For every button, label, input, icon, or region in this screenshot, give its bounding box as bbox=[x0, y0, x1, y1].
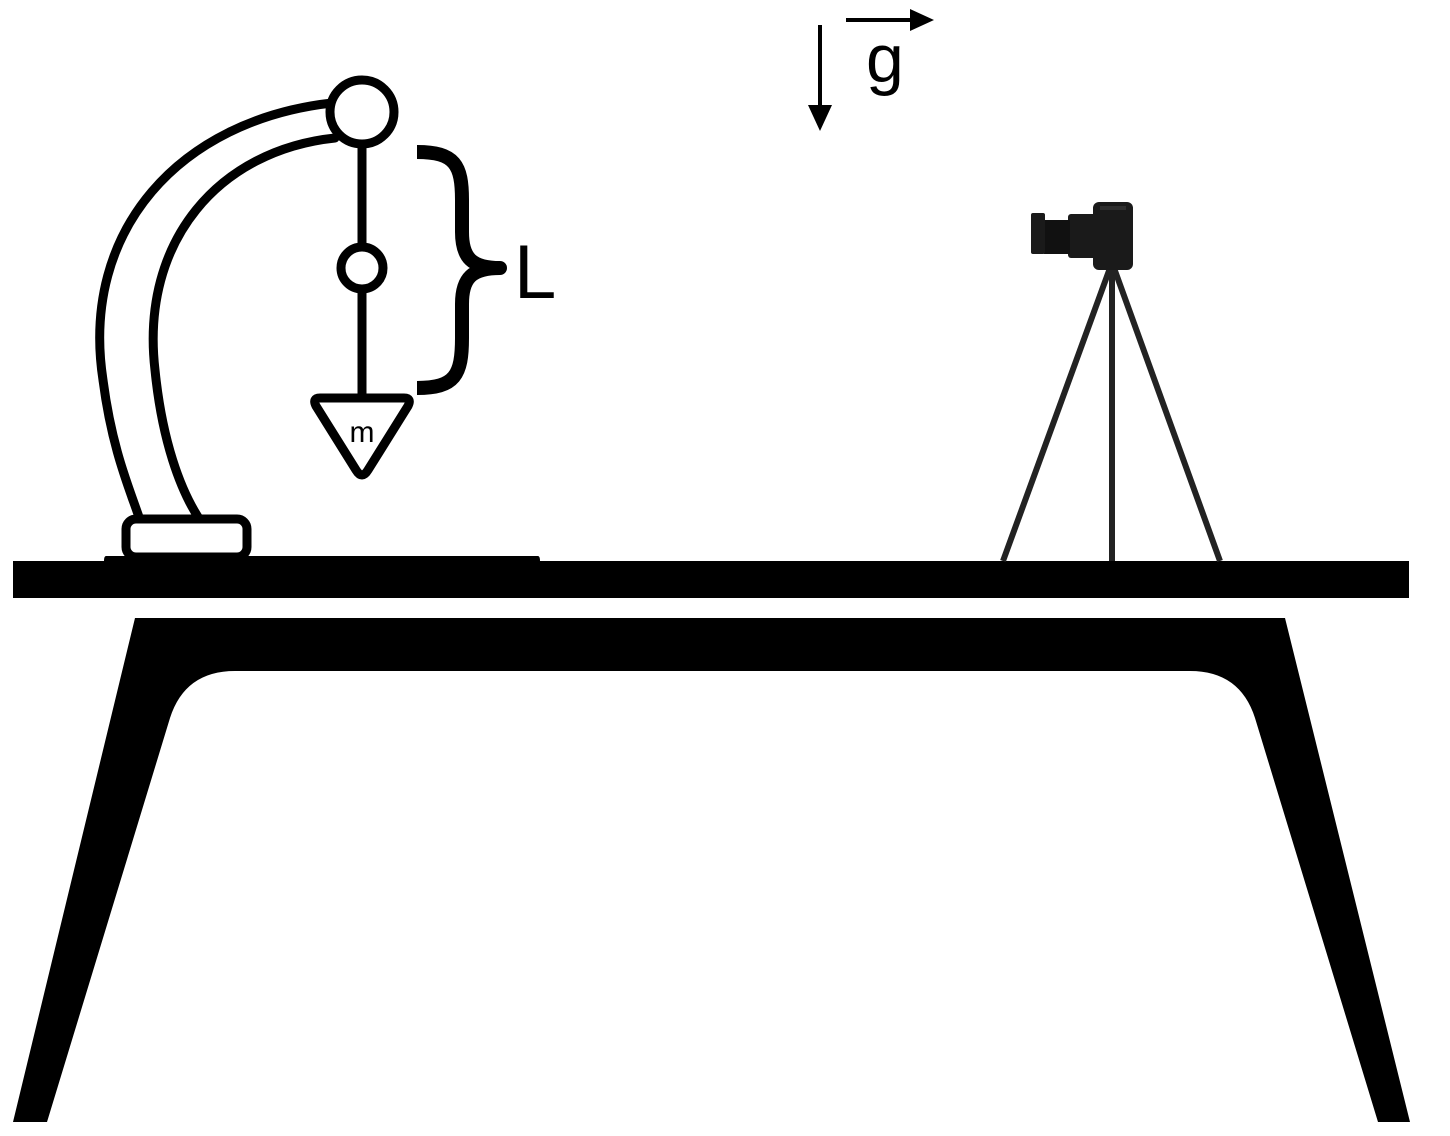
table-legs bbox=[13, 618, 1410, 1122]
length-label: L bbox=[514, 230, 556, 315]
camera-on-tripod bbox=[1000, 202, 1223, 563]
joint-icon bbox=[336, 242, 388, 294]
camera-icon bbox=[1031, 202, 1133, 270]
curly-brace-icon bbox=[416, 145, 507, 395]
mass-label: m bbox=[350, 416, 375, 449]
gravity-label: g bbox=[866, 21, 904, 97]
gravity-annotation: g bbox=[808, 9, 934, 131]
stand-foot bbox=[121, 514, 252, 562]
stand-arm-inner bbox=[148, 133, 340, 525]
length-annotation: L bbox=[416, 145, 556, 395]
pendulum-bob bbox=[310, 393, 414, 480]
table bbox=[13, 561, 1410, 1122]
pivot-icon bbox=[325, 75, 399, 149]
down-arrow-icon bbox=[808, 105, 832, 131]
right-arrow-icon bbox=[910, 9, 934, 31]
pendulum-stand-icon: m bbox=[95, 75, 540, 562]
tabletop bbox=[13, 561, 1409, 598]
tripod-icon bbox=[1000, 266, 1223, 563]
stand-arm-outer bbox=[95, 98, 337, 525]
